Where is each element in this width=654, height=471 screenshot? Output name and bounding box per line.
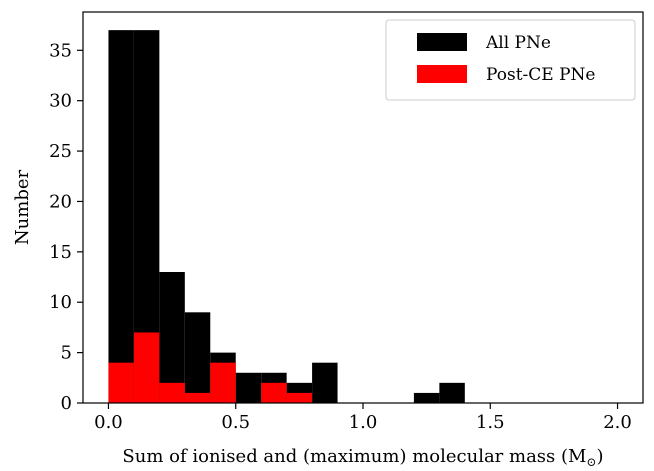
- legend-swatch-all-pne: [417, 33, 467, 51]
- y-axis-label: Number: [12, 170, 33, 246]
- x-tick-label: 1.0: [349, 412, 378, 433]
- bar-post-ce-pne-3: [184, 392, 211, 403]
- y-tick-label: 0: [61, 393, 72, 414]
- y-tick-label: 35: [49, 40, 72, 61]
- bars-layer: [108, 30, 465, 404]
- legend-label-all-pne: All PNe: [485, 33, 551, 53]
- legend-box: [385, 19, 636, 101]
- y-axis: 0 5 10 15 20 25 30 35: [49, 40, 83, 414]
- x-axis: 0.0 0.5 1.0 1.5 2.0: [94, 403, 632, 433]
- legend-label-post-ce-pne: Post-CE PNe: [486, 65, 595, 85]
- y-tick-label: 30: [49, 91, 72, 112]
- bar-post-ce-pne-7: [286, 392, 313, 403]
- x-tick-label: 1.5: [476, 412, 505, 433]
- bar-all-pne-0: [108, 30, 134, 404]
- bar-all-pne-12: [413, 392, 440, 403]
- bar-all-pne-3: [184, 312, 211, 403]
- bar-post-ce-pne-4: [210, 362, 236, 403]
- bar-all-pne-13: [439, 382, 465, 403]
- bar-post-ce-pne-1: [133, 332, 160, 403]
- x-axis-label: Sum of ionised and (maximum) molecular m…: [122, 446, 603, 469]
- bar-post-ce-pne-2: [159, 382, 185, 403]
- legend: All PNe Post-CE PNe: [385, 19, 636, 101]
- y-tick-label: 20: [49, 191, 72, 212]
- y-tick-label: 15: [49, 242, 72, 263]
- y-tick-label: 10: [49, 292, 72, 313]
- bar-all-pne-8: [312, 362, 338, 403]
- y-tick-label: 5: [61, 343, 72, 364]
- x-tick-label: 0.5: [221, 412, 250, 433]
- bar-all-pne-5: [235, 372, 262, 403]
- bar-all-pne-2: [159, 271, 185, 403]
- legend-swatch-post-ce-pne: [417, 65, 467, 83]
- plot-frame: [82, 11, 644, 404]
- y-tick-label: 25: [49, 141, 72, 162]
- x-tick-label: 2.0: [603, 412, 632, 433]
- x-tick-label: 0.0: [94, 412, 123, 433]
- bar-post-ce-pne-0: [108, 362, 134, 403]
- bar-post-ce-pne-6: [261, 382, 287, 403]
